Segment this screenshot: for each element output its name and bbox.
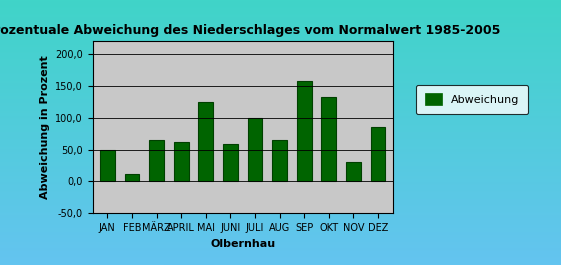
Bar — [174, 142, 188, 182]
Title: Prozentuale Abweichung des Niederschlages vom Normalwert 1985-2005: Prozentuale Abweichung des Niederschlage… — [0, 24, 500, 37]
Legend: Abweichung: Abweichung — [416, 85, 528, 114]
Bar — [272, 140, 287, 182]
Bar — [321, 97, 336, 182]
Bar — [247, 118, 263, 182]
X-axis label: Olbernhau: Olbernhau — [210, 238, 275, 249]
Bar — [149, 140, 164, 182]
Bar — [371, 127, 385, 182]
Bar — [223, 144, 238, 182]
Bar — [297, 81, 311, 182]
Y-axis label: Abweichung in Prozent: Abweichung in Prozent — [39, 55, 49, 199]
Bar — [100, 149, 114, 182]
Bar — [125, 174, 139, 182]
Bar — [346, 162, 361, 182]
Bar — [199, 102, 213, 182]
